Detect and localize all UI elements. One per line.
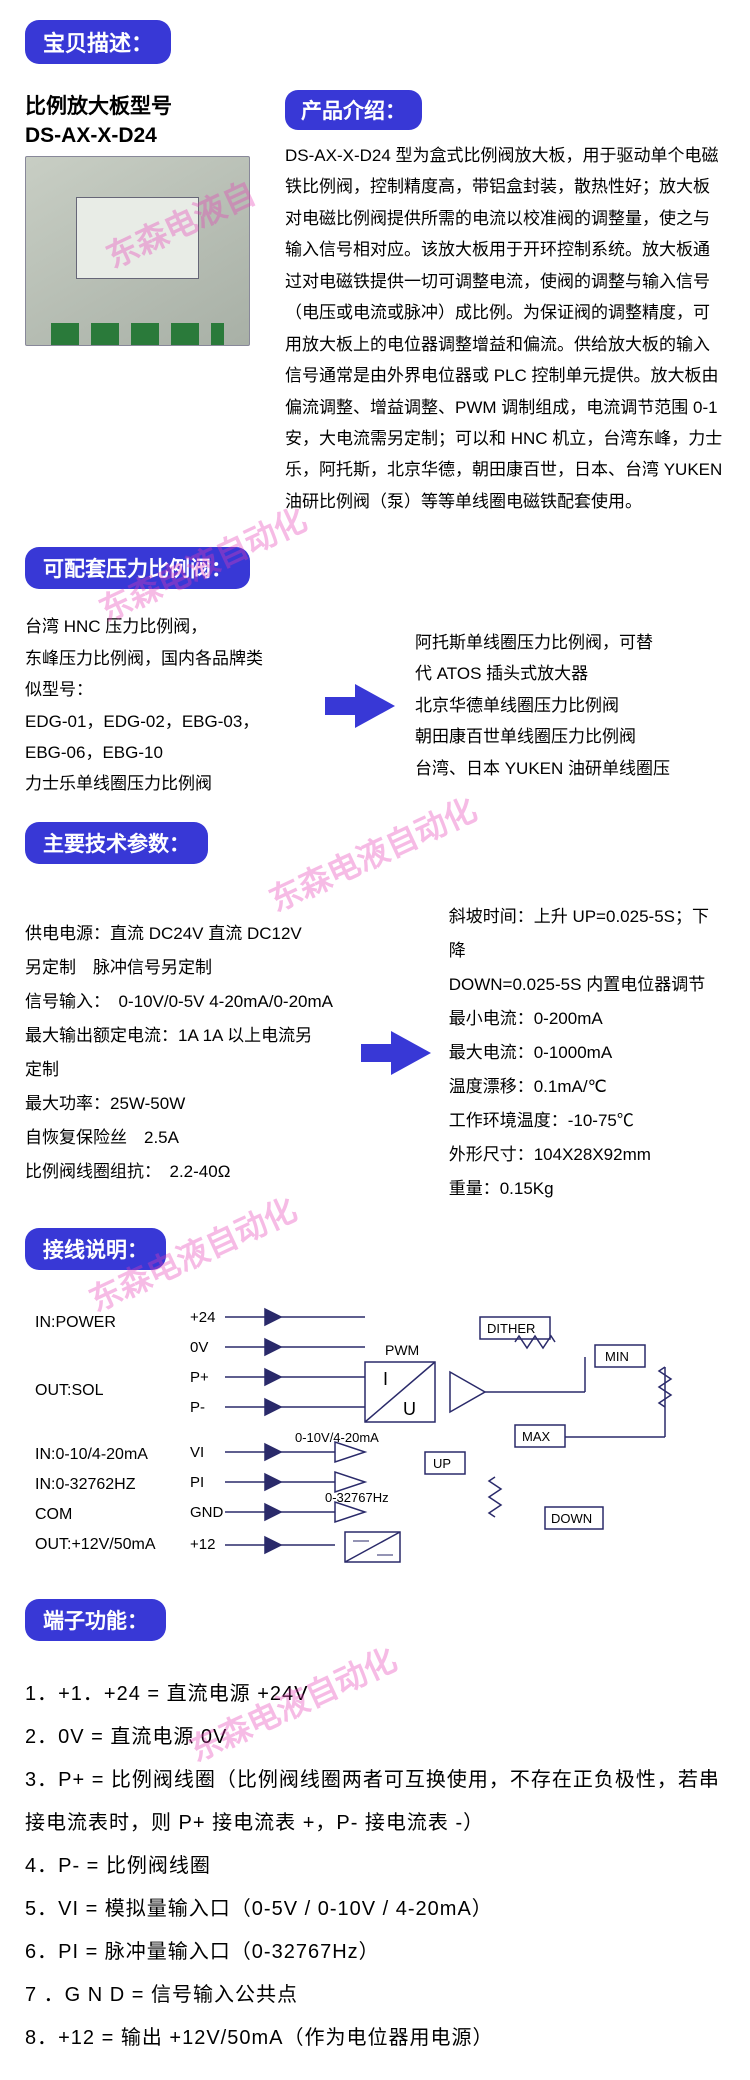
compat-left-2: 似型号：	[25, 674, 305, 705]
compat-left-4: EBG-06，EBG-10	[25, 737, 305, 768]
wlabel-7: OUT:+12V/50mA	[35, 1536, 156, 1553]
spec-l-0: 供电电源：直流 DC24V 直流 DC12V	[25, 917, 343, 951]
compat-right-3: 朝田康百世单线圈压力比例阀	[415, 721, 725, 752]
wiring-diagram: IN:POWER OUT:SOL IN:0-10/4-20mA IN:0-327…	[25, 1297, 725, 1577]
spec-r-3: 最大电流：0-1000mA	[449, 1036, 725, 1070]
pin-5: PI	[190, 1474, 204, 1491]
compatible-label: 可配套压力比例阀：	[25, 547, 250, 589]
spec-l-2: 信号输入： 0-10V/0-5V 4-20mA/0-20mA	[25, 985, 343, 1019]
spec-l-6: 自恢复保险丝 2.5A	[25, 1121, 343, 1155]
compat-left-0: 台湾 HNC 压力比例阀，	[25, 611, 305, 642]
term-6: 7 ．G N D = 信号输入公共点	[25, 1974, 725, 2017]
wlabel-2: OUT:SOL	[35, 1382, 104, 1399]
wlabel-6: COM	[35, 1506, 72, 1523]
spec-r-4: 温度漂移：0.1mA/℃	[449, 1070, 725, 1104]
wiring-section: 接线说明： IN:POWER OUT:SOL IN:0-10/4-20mA IN…	[25, 1228, 725, 1577]
box-max: MAX	[522, 1429, 551, 1444]
term-5: 6．PI = 脉冲量输入口（0-32767Hz）	[25, 1931, 725, 1974]
pin-6: GND	[190, 1504, 224, 1521]
intro-label: 产品介绍：	[285, 90, 422, 130]
pwm-label: PWM	[385, 1342, 419, 1358]
compat-left-5: 力士乐单线圈压力比例阀	[25, 768, 305, 799]
compat-left-3: EDG-01，EDG-02，EBG-03，	[25, 706, 305, 737]
compatible-left: 台湾 HNC 压力比例阀， 东峰压力比例阀，国内各品牌类 似型号： EDG-01…	[25, 611, 305, 800]
specs-right: 斜坡时间：上升 UP=0.025-5S；下降 DOWN=0.025-5S 内置电…	[449, 900, 725, 1206]
specs-label: 主要技术参数：	[25, 822, 208, 864]
pin-7: +12	[190, 1536, 215, 1553]
wlabel-0: IN:POWER	[35, 1314, 116, 1331]
term-4: 5．VI = 模拟量输入口（0-5V / 0-10V / 4-20mA）	[25, 1888, 725, 1931]
spec-l-3: 最大输出额定电流：1A 1A 以上电流另	[25, 1019, 343, 1053]
term-3: 4．P- = 比例阀线圈	[25, 1845, 725, 1888]
wlabel-4: IN:0-10/4-20mA	[35, 1446, 148, 1463]
arrow-icon	[391, 1031, 431, 1075]
model-block: 比例放大板型号 DS-AX-X-D24	[25, 90, 265, 346]
spec-r-5: 工作环境温度：-10-75℃	[449, 1104, 725, 1138]
intro-text: DS-AX-X-D24 型为盒式比例阀放大板，用于驱动单个电磁铁比例阀，控制精度…	[285, 140, 725, 517]
terminals-label: 端子功能：	[25, 1599, 166, 1641]
pin-3: P-	[190, 1399, 205, 1416]
wlabel-5: IN:0-32762HZ	[35, 1476, 136, 1493]
compatible-right: 阿托斯单线圈压力比例阀，可替 代 ATOS 插头式放大器 北京华德单线圈压力比例…	[415, 627, 725, 784]
arrow-icon	[355, 684, 395, 728]
box-min: MIN	[605, 1349, 629, 1364]
specs-left: 供电电源：直流 DC24V 直流 DC12V 另定制 脉冲信号另定制 信号输入：…	[25, 917, 343, 1189]
pin-0: +24	[190, 1309, 215, 1326]
compat-right-0: 阿托斯单线圈压力比例阀，可替	[415, 627, 725, 658]
term-1: 2．0V = 直流电源 0V	[25, 1716, 725, 1759]
spec-r-6: 外形尺寸：104X28X92mm	[449, 1138, 725, 1172]
compat-right-4: 台湾、日本 YUKEN 油研单线圈压	[415, 753, 725, 784]
pin-4: VI	[190, 1444, 204, 1461]
box-down: DOWN	[551, 1511, 592, 1526]
product-photo	[25, 156, 250, 346]
model-line1: 比例放大板型号	[25, 90, 265, 120]
box-up: UP	[433, 1456, 451, 1471]
term-2: 3．P+ = 比例阀线圈（比例阀线圈两者可互换使用，不存在正负极性，若串接电流表…	[25, 1759, 725, 1845]
compat-right-1: 代 ATOS 插头式放大器	[415, 658, 725, 689]
arrow-stem	[361, 1044, 391, 1062]
spec-r-0: 斜坡时间：上升 UP=0.025-5S；下降	[449, 900, 725, 968]
term-0: 1．+1．+24 = 直流电源 +24V	[25, 1673, 725, 1716]
header: 宝贝描述：	[25, 20, 725, 76]
spec-l-4: 定制	[25, 1053, 343, 1087]
term-7: 8．+12 = 输出 +12V/50mA（作为电位器用电源）	[25, 2017, 725, 2060]
compat-left-1: 东峰压力比例阀，国内各品牌类	[25, 643, 305, 674]
spec-r-7: 重量：0.15Kg	[449, 1172, 725, 1206]
specs-section: 主要技术参数： 供电电源：直流 DC24V 直流 DC12V 另定制 脉冲信号另…	[25, 822, 725, 1206]
spec-l-7: 比例阀线圈组抗： 2.2-40Ω	[25, 1155, 343, 1189]
spec-l-5: 最大功率：25W-50W	[25, 1087, 343, 1121]
spec-r-1: DOWN=0.025-5S 内置电位器调节	[449, 968, 725, 1002]
model-line2: DS-AX-X-D24	[25, 124, 265, 148]
wiring-label: 接线说明：	[25, 1228, 166, 1270]
box-dither: DITHER	[487, 1321, 535, 1336]
iu-i: I	[383, 1369, 388, 1389]
spec-l-1: 另定制 脉冲信号另定制	[25, 951, 343, 985]
intro-block: 产品介绍： DS-AX-X-D24 型为盒式比例阀放大板，用于驱动单个电磁铁比例…	[285, 90, 725, 525]
pin-2: P+	[190, 1369, 209, 1386]
pin-1: 0V	[190, 1339, 208, 1356]
spec-r-2: 最小电流：0-200mA	[449, 1002, 725, 1036]
iu-u: U	[403, 1399, 416, 1419]
terminals-section: 端子功能： 1．+1．+24 = 直流电源 +24V 2．0V = 直流电源 0…	[25, 1599, 725, 2060]
compat-right-2: 北京华德单线圈压力比例阀	[415, 690, 725, 721]
compatible-section: 可配套压力比例阀： 台湾 HNC 压力比例阀， 东峰压力比例阀，国内各品牌类 似…	[25, 547, 725, 800]
header-title: 宝贝描述：	[25, 20, 171, 64]
arrow-stem	[325, 697, 355, 715]
